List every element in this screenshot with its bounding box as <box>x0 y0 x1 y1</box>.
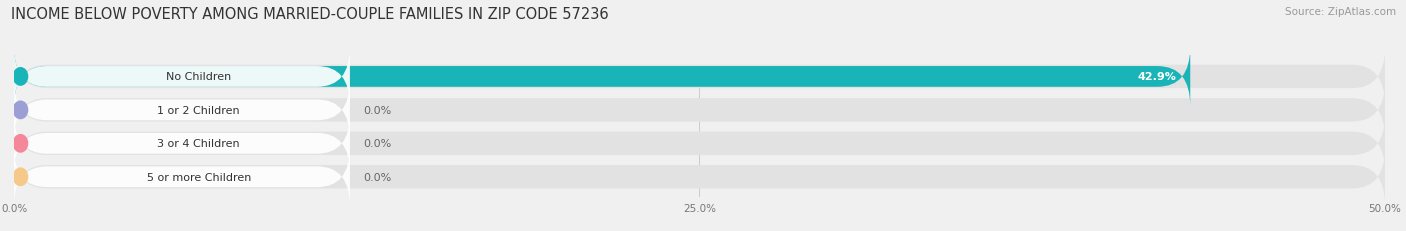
Circle shape <box>13 102 28 119</box>
Text: 42.9%: 42.9% <box>1137 72 1177 82</box>
Text: 5 or more Children: 5 or more Children <box>146 172 250 182</box>
FancyBboxPatch shape <box>14 116 1385 172</box>
Circle shape <box>13 68 28 86</box>
Text: 0.0%: 0.0% <box>364 139 392 149</box>
FancyBboxPatch shape <box>14 81 350 140</box>
Text: 0.0%: 0.0% <box>364 172 392 182</box>
FancyBboxPatch shape <box>14 49 1385 105</box>
Text: Source: ZipAtlas.com: Source: ZipAtlas.com <box>1285 7 1396 17</box>
FancyBboxPatch shape <box>14 147 350 207</box>
Text: 3 or 4 Children: 3 or 4 Children <box>157 139 240 149</box>
Circle shape <box>13 168 28 186</box>
Text: 0.0%: 0.0% <box>364 105 392 115</box>
FancyBboxPatch shape <box>14 47 1191 107</box>
FancyBboxPatch shape <box>14 82 1385 139</box>
Circle shape <box>13 135 28 152</box>
Text: INCOME BELOW POVERTY AMONG MARRIED-COUPLE FAMILIES IN ZIP CODE 57236: INCOME BELOW POVERTY AMONG MARRIED-COUPL… <box>11 7 609 22</box>
FancyBboxPatch shape <box>14 47 350 107</box>
Text: No Children: No Children <box>166 72 232 82</box>
FancyBboxPatch shape <box>14 149 1385 205</box>
Text: 1 or 2 Children: 1 or 2 Children <box>157 105 240 115</box>
FancyBboxPatch shape <box>14 114 350 173</box>
